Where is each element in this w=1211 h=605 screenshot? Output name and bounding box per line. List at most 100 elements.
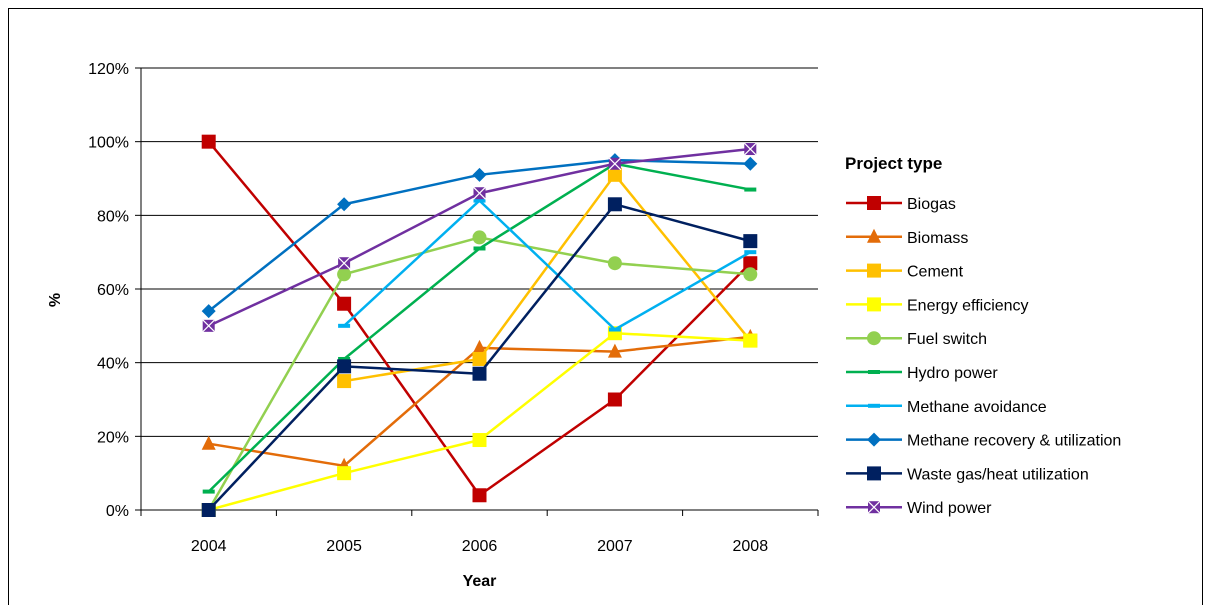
chart-frame xyxy=(8,8,1203,605)
data-point xyxy=(473,186,486,200)
series-line xyxy=(343,199,751,331)
x-axis-title: Year xyxy=(463,573,497,590)
data-point xyxy=(472,230,487,245)
legend-marker xyxy=(867,297,881,312)
x-tick-label: 2006 xyxy=(462,538,498,555)
marker-cross xyxy=(867,500,881,514)
data-point xyxy=(472,167,487,182)
data-point xyxy=(473,198,486,203)
legend-label: Cement xyxy=(907,264,964,281)
legend-marker xyxy=(867,331,881,346)
y-tick-label: 80% xyxy=(97,208,129,225)
legend-item: Methane recovery & utilization xyxy=(846,432,1121,450)
data-point xyxy=(337,197,352,212)
marker-cross xyxy=(608,157,622,171)
data-point xyxy=(337,466,352,481)
axes xyxy=(140,68,818,511)
data-point xyxy=(608,157,622,171)
data-point xyxy=(607,256,622,271)
series-cement xyxy=(337,167,758,389)
data-point xyxy=(201,134,216,149)
data-point xyxy=(201,435,216,450)
data-point xyxy=(337,374,352,389)
data-point xyxy=(472,488,487,503)
data-point xyxy=(743,156,758,171)
x-tick-label: 2008 xyxy=(733,538,769,555)
data-point xyxy=(743,256,758,271)
legend-label: Biomass xyxy=(907,230,968,247)
x-tick-label: 2005 xyxy=(326,538,362,555)
legend-marker xyxy=(867,466,881,481)
data-point xyxy=(743,234,758,249)
legend-label: Methane recovery & utilization xyxy=(907,433,1121,450)
legend-label: Methane avoidance xyxy=(907,399,1047,416)
data-point xyxy=(337,267,352,282)
data-point xyxy=(202,319,216,333)
legend-item: Cement xyxy=(846,263,964,281)
data-point xyxy=(472,351,487,366)
legend-item: Biomass xyxy=(846,228,968,247)
marker-cross xyxy=(202,319,216,333)
data-point xyxy=(607,392,622,407)
legend-item: Methane avoidance xyxy=(846,399,1047,416)
data-point xyxy=(338,323,351,328)
y-tick-label: 40% xyxy=(97,356,129,373)
legend-marker xyxy=(867,432,881,447)
legend-label: Wind power xyxy=(907,500,992,517)
marker-cross xyxy=(743,142,757,156)
marker-cross xyxy=(337,256,351,270)
series-waste-gas-heat-utilization xyxy=(201,197,758,517)
legend-item: Waste gas/heat utilization xyxy=(846,466,1089,483)
legend-item: Energy efficiency xyxy=(846,297,1029,314)
data-point xyxy=(607,197,622,212)
y-tick-label: 60% xyxy=(97,282,129,299)
data-point xyxy=(337,256,351,270)
legend-label: Biogas xyxy=(907,196,956,213)
y-tick-label: 20% xyxy=(97,429,129,446)
legend-label: Waste gas/heat utilization xyxy=(907,466,1089,483)
data-point xyxy=(607,167,622,182)
data-point xyxy=(337,359,352,374)
legend-item: Fuel switch xyxy=(846,331,987,348)
legend-item: Hydro power xyxy=(846,365,998,382)
series-biogas xyxy=(201,134,758,503)
y-tick-label: 100% xyxy=(88,135,129,152)
legend-marker xyxy=(867,196,881,210)
data-point xyxy=(472,433,487,448)
data-point xyxy=(202,489,215,494)
data-point xyxy=(743,267,758,282)
data-point xyxy=(472,339,487,354)
data-point xyxy=(338,356,351,361)
data-point xyxy=(744,187,757,192)
marker-cross xyxy=(473,186,486,200)
data-point xyxy=(743,333,758,348)
series-biomass xyxy=(201,328,758,472)
legend-marker xyxy=(868,403,880,408)
y-tick-labels: 0% 20% 40% 60% 80% 100% 120% xyxy=(88,61,129,520)
data-point xyxy=(472,366,487,381)
x-tick-label: 2007 xyxy=(597,538,633,555)
data-point xyxy=(201,304,216,319)
x-tick-label: 2004 xyxy=(191,538,227,555)
data-point xyxy=(744,250,757,255)
data-point xyxy=(743,142,757,156)
legend-title: Project type xyxy=(845,154,942,173)
y-tick-label: 0% xyxy=(106,503,129,520)
legend-marker xyxy=(867,263,881,278)
series-wind-power xyxy=(202,142,757,333)
data-point xyxy=(607,343,622,358)
legend-marker xyxy=(867,228,881,243)
series-lines xyxy=(201,134,758,517)
data-point xyxy=(201,503,216,517)
legend-label: Fuel switch xyxy=(907,331,987,348)
y-tick-label: 120% xyxy=(88,61,129,78)
legend-marker xyxy=(867,500,881,514)
y-axis-title: % xyxy=(47,293,64,307)
data-point xyxy=(608,327,621,332)
data-point xyxy=(337,296,352,311)
legend-marker xyxy=(868,370,880,374)
legend: Project type Biogas Biomass Cement Energy e… xyxy=(845,154,1121,517)
x-tick-labels: 2004 2005 2006 2007 2008 xyxy=(191,538,768,555)
legend-label: Energy efficiency xyxy=(907,297,1029,314)
